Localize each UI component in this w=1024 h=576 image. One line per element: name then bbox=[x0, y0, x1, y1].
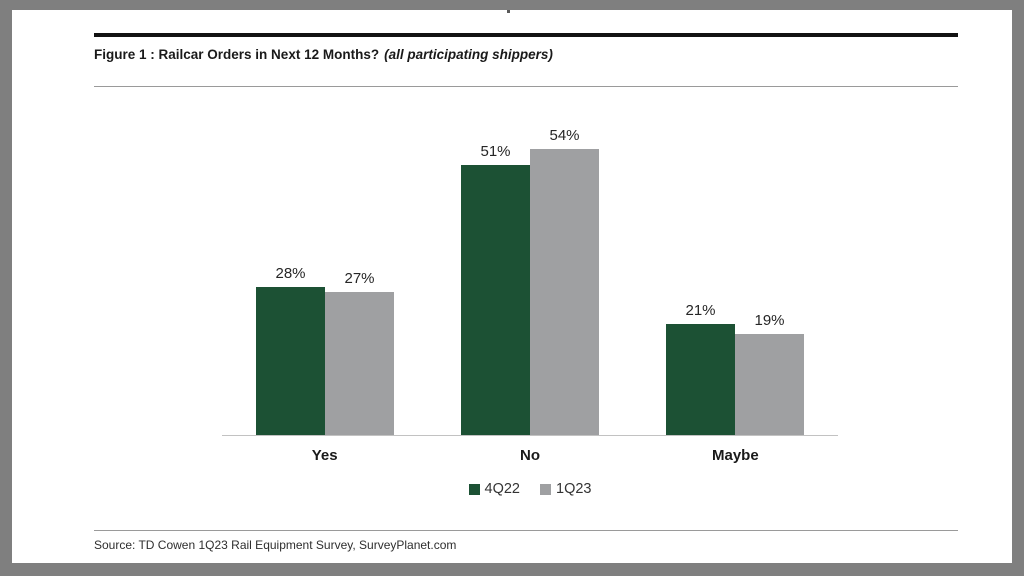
top-divider-rule bbox=[94, 33, 958, 37]
legend-label-4q22: 4Q22 bbox=[484, 481, 520, 497]
category-label-maybe: Maybe bbox=[711, 447, 759, 464]
document-page: Figure 1 : Railcar Orders in Next 12 Mon… bbox=[12, 10, 1012, 563]
bar-1q23-yes bbox=[325, 292, 394, 435]
data-label-1q23-yes: 27% bbox=[344, 270, 375, 287]
bar-4q22-yes bbox=[256, 287, 325, 435]
data-label-4q22-no: 51% bbox=[480, 143, 511, 160]
title-divider-rule bbox=[94, 86, 958, 87]
figure-title-note: (all participating shippers) bbox=[384, 47, 553, 62]
data-label-4q22-yes: 28% bbox=[275, 265, 306, 282]
category-label-yes: Yes bbox=[311, 447, 338, 464]
figure-title-main: Figure 1 : Railcar Orders in Next 12 Mon… bbox=[94, 47, 380, 62]
legend-label-1q23: 1Q23 bbox=[556, 481, 592, 497]
figure-title: Figure 1 : Railcar Orders in Next 12 Mon… bbox=[94, 47, 553, 62]
legend-swatch-1q23 bbox=[540, 483, 551, 495]
data-label-1q23-no: 54% bbox=[549, 127, 580, 144]
x-axis-line bbox=[222, 435, 838, 436]
bar-1q23-maybe bbox=[735, 334, 804, 435]
bar-chart-plot-area: 28% 27% 51% 54% 21% 19% bbox=[222, 115, 838, 435]
bar-4q22-maybe bbox=[666, 324, 735, 435]
cropped-text-artifact bbox=[507, 10, 510, 13]
data-label-4q22-maybe: 21% bbox=[685, 302, 716, 319]
legend-swatch-4q22 bbox=[468, 483, 480, 495]
legend-item-1q23: 1Q23 bbox=[540, 481, 591, 497]
bar-1q23-no bbox=[530, 149, 599, 435]
legend-item-4q22: 4Q22 bbox=[468, 481, 520, 497]
data-label-1q23-maybe: 19% bbox=[754, 312, 785, 329]
source-note: Source: TD Cowen 1Q23 Rail Equipment Sur… bbox=[94, 538, 457, 552]
category-label-no: No bbox=[520, 447, 540, 464]
chart-legend: 4Q22 1Q23 bbox=[222, 481, 838, 497]
bar-4q22-no bbox=[461, 165, 530, 435]
source-divider-rule bbox=[94, 530, 958, 531]
